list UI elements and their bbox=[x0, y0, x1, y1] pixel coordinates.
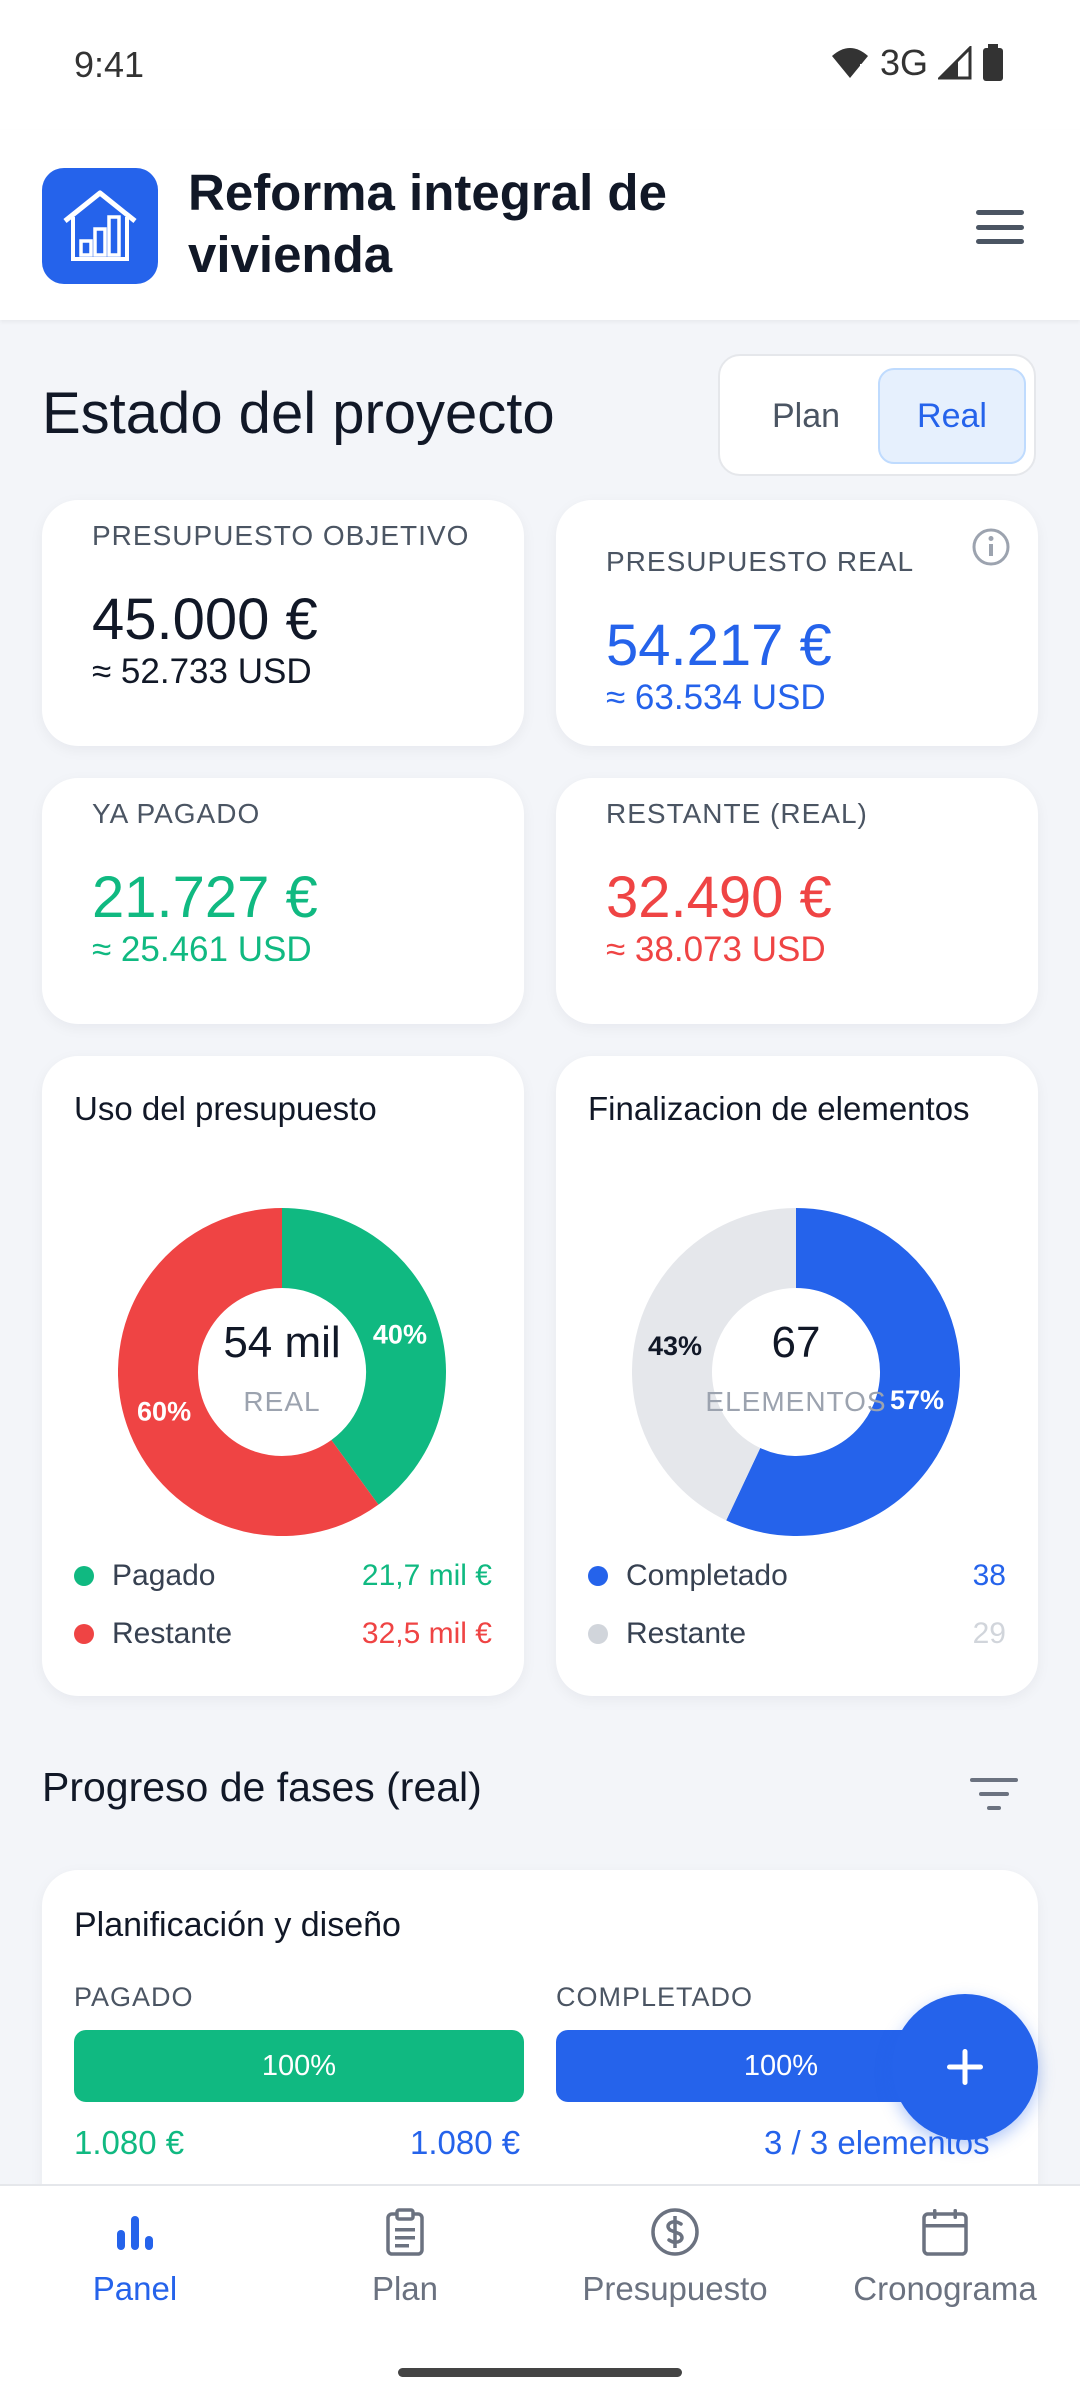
donut-slice-label: 40% bbox=[373, 1320, 427, 1350]
stat-usd: ≈ 63.534 USD bbox=[606, 678, 826, 717]
chart-title: Finalizacion de elementos bbox=[588, 1090, 970, 1127]
nav-label: Plan bbox=[371, 2270, 439, 2307]
nav-label: Panel bbox=[92, 2270, 178, 2307]
legend-value: 38 bbox=[972, 1559, 1006, 1592]
app-header: Reforma integral de vivienda bbox=[0, 130, 1080, 320]
calendar-icon bbox=[922, 2209, 968, 2256]
remaining-card: RESTANTE (REAL) 32.490 € ≈ 38.073 USD bbox=[556, 778, 1038, 1024]
objective-budget-card: PRESUPUESTO OBJETIVO 45.000 € ≈ 52.733 U… bbox=[42, 500, 524, 746]
legend-label: Restante bbox=[112, 1617, 233, 1650]
stat-usd: ≈ 52.733 USD bbox=[92, 652, 312, 691]
phase-card[interactable]: Planificación y diseño PAGADO COMPLETADO… bbox=[42, 1870, 1038, 2200]
legend-value: 21,7 mil € bbox=[361, 1559, 492, 1592]
nav-budget[interactable]: Presupuesto bbox=[540, 2206, 810, 2346]
paid-progress-bar: 100% bbox=[74, 2030, 524, 2102]
wifi-icon bbox=[831, 48, 868, 79]
stat-usd: ≈ 25.461 USD bbox=[92, 930, 312, 969]
donut-slice-label: 60% bbox=[137, 1396, 191, 1426]
donut-center-value: 54 mil bbox=[223, 1318, 341, 1367]
battery-icon bbox=[983, 44, 1003, 81]
toggle-plan-option[interactable]: Plan bbox=[771, 396, 841, 435]
stat-value: 32.490 € bbox=[606, 865, 832, 930]
legend-row-remaining: Restante 29 bbox=[588, 1612, 1006, 1656]
nav-schedule[interactable]: Cronograma bbox=[810, 2206, 1080, 2346]
house-chart-icon bbox=[42, 168, 158, 284]
stat-label: PRESUPUESTO REAL bbox=[606, 546, 915, 577]
legend-row-paid: Pagado 21,7 mil € bbox=[74, 1554, 492, 1598]
legend-dot bbox=[588, 1624, 608, 1644]
legend-row-remaining: Restante 32,5 mil € bbox=[74, 1612, 492, 1656]
chart-title: Uso del presupuesto bbox=[74, 1090, 377, 1127]
legend-value: 32,5 mil € bbox=[361, 1617, 492, 1650]
paid-total: 1.080 € bbox=[410, 2124, 521, 2161]
budget-donut-chart: 40% 60% bbox=[118, 1208, 446, 1536]
donut-center-label: REAL bbox=[243, 1386, 321, 1417]
phase-title: Planificación y diseño bbox=[74, 1906, 401, 1944]
donut-slice-pagado bbox=[280, 1208, 446, 1505]
app-title: Reforma integral de vivienda bbox=[188, 164, 667, 283]
stat-value: 45.000 € bbox=[92, 587, 318, 652]
completed-percent: 100% bbox=[743, 2049, 819, 2082]
signal-icon bbox=[938, 46, 972, 80]
bar-chart-icon bbox=[117, 2216, 153, 2250]
budget-usage-card: Uso del presupuesto 40% 60% 54 mil REAL P… bbox=[42, 1056, 524, 1696]
filter-icon[interactable] bbox=[968, 1774, 1020, 1814]
status-time: 9:41 bbox=[74, 44, 145, 85]
stat-usd: ≈ 38.073 USD bbox=[606, 930, 826, 969]
paid-percent: 100% bbox=[261, 2049, 337, 2082]
legend-dot bbox=[74, 1566, 94, 1586]
legend-row-completed: Completado 38 bbox=[588, 1554, 1006, 1598]
add-button[interactable] bbox=[892, 1994, 1038, 2140]
stat-label: YA PAGADO bbox=[92, 798, 261, 829]
donut-center-label: ELEMENTOS bbox=[705, 1386, 887, 1417]
legend-label: Completado bbox=[626, 1559, 788, 1592]
stat-label: RESTANTE (REAL) bbox=[606, 798, 868, 829]
completed-column-label: COMPLETADO bbox=[556, 1982, 754, 2012]
donut-slice-completado bbox=[726, 1208, 960, 1536]
home-indicator bbox=[398, 2368, 682, 2377]
donut-slice-restante bbox=[118, 1208, 379, 1536]
stat-value: 21.727 € bbox=[92, 865, 318, 930]
paid-amount: 1.080 € bbox=[74, 2124, 185, 2161]
bottom-navigation: Panel Plan Presupuesto Cronograma bbox=[0, 2184, 1080, 2400]
info-icon[interactable] bbox=[970, 526, 1012, 568]
legend-dot bbox=[74, 1624, 94, 1644]
status-bar: 9:41 3G bbox=[0, 0, 1080, 130]
donut-center-value: 67 bbox=[771, 1318, 821, 1367]
nav-panel[interactable]: Panel bbox=[0, 2206, 270, 2346]
stat-value: 54.217 € bbox=[606, 613, 832, 678]
paid-card: YA PAGADO 21.727 € ≈ 25.461 USD bbox=[42, 778, 524, 1024]
page-title: Estado del proyecto bbox=[42, 381, 555, 446]
donut-slice-label: 43% bbox=[648, 1331, 702, 1361]
real-budget-card: PRESUPUESTO REAL 54.217 € ≈ 63.534 USD bbox=[556, 500, 1038, 746]
elements-donut-chart: 57% 43% bbox=[632, 1208, 960, 1536]
nav-plan[interactable]: Plan bbox=[270, 2206, 540, 2346]
legend-dot bbox=[588, 1566, 608, 1586]
donut-slice-label: 57% bbox=[890, 1385, 944, 1415]
nav-label: Presupuesto bbox=[582, 2270, 768, 2307]
stat-label: PRESUPUESTO OBJETIVO bbox=[92, 520, 470, 551]
legend-label: Pagado bbox=[112, 1559, 216, 1592]
plus-icon bbox=[947, 2049, 983, 2085]
elements-completion-card: Finalizacion de elementos 57% 43% 67 ELEM… bbox=[556, 1056, 1038, 1696]
phases-section-title: Progreso de fases (real) bbox=[42, 1764, 482, 1810]
clipboard-icon bbox=[386, 2208, 424, 2256]
paid-column-label: PAGADO bbox=[74, 1982, 194, 2012]
status-icons: 3G bbox=[830, 42, 1004, 84]
hamburger-menu-icon[interactable] bbox=[972, 202, 1028, 252]
legend-label: Restante bbox=[626, 1617, 747, 1650]
dollar-circle-icon bbox=[651, 2208, 699, 2256]
network-type: 3G bbox=[879, 42, 928, 83]
toggle-real-option[interactable]: Real bbox=[878, 368, 1026, 464]
plan-real-toggle: Plan Real bbox=[718, 354, 1036, 476]
legend-value: 29 bbox=[972, 1617, 1006, 1650]
donut-slice-restante bbox=[632, 1208, 798, 1521]
nav-label: Cronograma bbox=[853, 2270, 1037, 2307]
